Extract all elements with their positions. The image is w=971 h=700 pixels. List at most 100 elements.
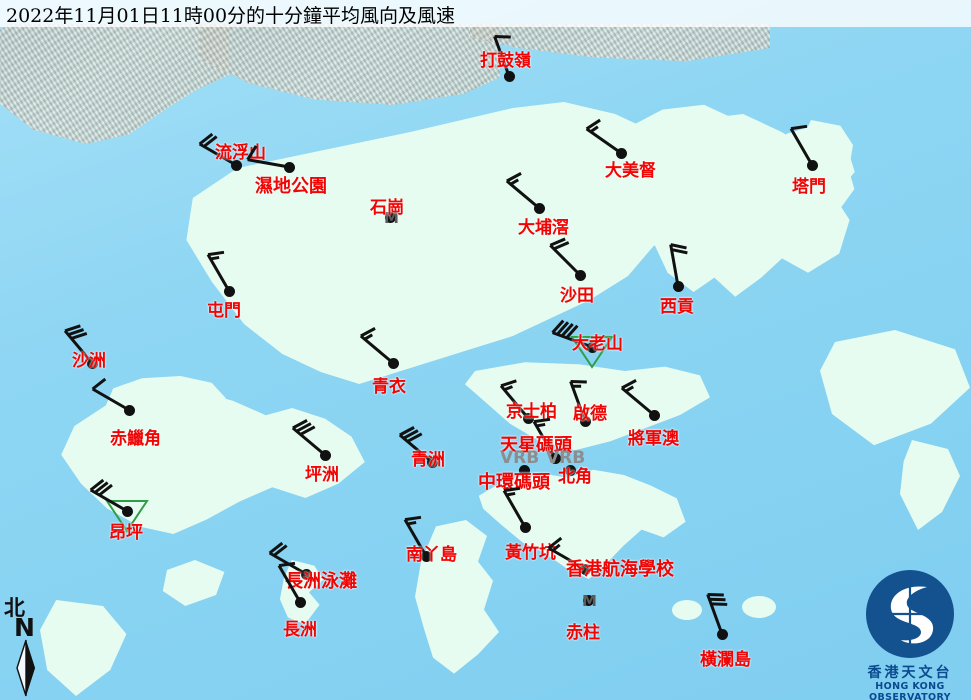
station-dot — [522, 412, 534, 424]
wind-barb-icon — [277, 561, 302, 603]
station-dot — [420, 550, 432, 562]
station-dot — [300, 568, 312, 580]
station-label: 石崗 — [370, 198, 404, 218]
station-dot — [519, 521, 531, 533]
gale-triangle-icon — [570, 336, 614, 369]
wind-barb-icon — [669, 243, 688, 287]
station-dot — [387, 357, 399, 369]
wind-barb-icon — [620, 379, 655, 417]
station-label: 沙洲 — [72, 351, 106, 371]
wind-barb-icon — [789, 124, 814, 166]
station-label: 打鼓嶺 — [480, 51, 531, 71]
station-dot — [86, 357, 98, 369]
wind-barb-icon — [502, 486, 527, 528]
station-dot — [648, 409, 660, 421]
station-dot — [503, 70, 515, 82]
wind-barb-icon — [359, 327, 394, 365]
station-dot — [672, 280, 684, 292]
station-label: 香港航海學校 — [566, 559, 674, 580]
station-label: 將軍澳 — [628, 429, 679, 449]
hko-logo: 香港天文台 HONG KONG OBSERVATORY — [849, 562, 971, 700]
station-label: 坪洲 — [305, 465, 339, 485]
wind-barb-icon — [291, 419, 326, 457]
station-label: 橫瀾島 — [700, 650, 751, 670]
station-label: 昂坪 — [109, 523, 143, 543]
wind-barb-icon — [89, 478, 128, 513]
station-dot — [426, 456, 438, 468]
station-dot — [230, 159, 242, 171]
station-label: 大美督 — [605, 161, 656, 181]
hko-name-chinese: 香港天文台 — [867, 665, 953, 681]
station-label: 濕地公園 — [255, 176, 327, 197]
station-dot — [223, 285, 235, 297]
station-label: 赤鱲角 — [110, 429, 161, 449]
station-label: 大埔滘 — [518, 218, 569, 238]
small-island — [672, 600, 702, 620]
station-label: 大老山 — [572, 334, 623, 354]
wind-barb-icon — [547, 536, 586, 571]
station-dot — [579, 415, 591, 427]
small-island — [742, 596, 776, 618]
station-dot — [806, 159, 818, 171]
hko-name-english: HONG KONG OBSERVATORY — [869, 681, 951, 700]
station-label: 西貢 — [660, 297, 694, 317]
station-label: 天星碼頭 — [500, 435, 572, 456]
calm-marker: M — [384, 209, 399, 227]
station-dot — [533, 202, 545, 214]
station-dot — [579, 563, 591, 575]
wind-barb-icon — [198, 132, 237, 167]
wind-barb-icon — [91, 377, 130, 412]
station-dot — [121, 505, 133, 517]
wind-barb-icon — [499, 379, 530, 419]
compass-rose: 北 N — [2, 592, 66, 698]
station-dot — [615, 147, 627, 159]
hko-emblem-icon — [866, 570, 954, 658]
gale-triangle-icon — [105, 500, 149, 533]
station-label: 南丫島 — [406, 545, 457, 565]
station-label: 沙田 — [560, 286, 594, 306]
title-bar: 2022年11月01日11時00分的十分鐘平均風向及風速 — [0, 0, 971, 27]
compass-north-letter: N — [14, 613, 35, 642]
compass-needle-icon — [16, 639, 35, 697]
wind-barb-icon — [398, 426, 433, 464]
station-dot — [586, 341, 598, 353]
station-dot — [123, 404, 135, 416]
station-label: 塔門 — [792, 177, 826, 197]
wind-barb-icon — [585, 118, 622, 155]
station-label: 長洲泳灘 — [285, 571, 357, 592]
station-label: 北角 — [558, 467, 592, 487]
station-dot — [294, 596, 306, 608]
vrb-marker: VRB — [546, 448, 586, 468]
wind-barb-icon — [63, 324, 94, 364]
wind-barb-icon — [505, 172, 540, 210]
station-dot — [716, 628, 728, 640]
wind-barb-icon — [706, 593, 728, 635]
station-label: 中環碼頭 — [478, 472, 550, 493]
station-dot — [564, 464, 576, 476]
compass-north-chinese: 北 — [4, 595, 25, 620]
wind-barb-icon — [206, 250, 231, 292]
wind-barb-icon — [246, 145, 290, 169]
station-label: 長洲 — [283, 620, 317, 640]
wind-barb-icon — [532, 417, 557, 459]
station-label: 京士柏 — [506, 402, 557, 422]
vrb-marker: VRB — [500, 448, 540, 468]
wind-barb-icon — [549, 237, 582, 277]
station-dot — [518, 464, 530, 476]
page-title: 2022年11月01日11時00分的十分鐘平均風向及風速 — [6, 5, 456, 27]
wind-barb-icon — [569, 380, 587, 422]
station-label: 屯門 — [207, 301, 241, 321]
station-label: 青洲 — [411, 450, 445, 470]
station-dot — [283, 161, 295, 173]
station-label: 黃竹坑 — [505, 543, 556, 563]
wind-barb-icon — [493, 35, 511, 77]
station-dot — [549, 452, 561, 464]
station-dot — [319, 449, 331, 461]
station-dot — [574, 269, 586, 281]
wind-barb-icon — [403, 515, 428, 557]
calm-marker: M — [582, 592, 597, 610]
station-dot — [384, 211, 396, 223]
station-label: 青衣 — [372, 377, 406, 397]
wind-barb-icon — [551, 319, 593, 349]
